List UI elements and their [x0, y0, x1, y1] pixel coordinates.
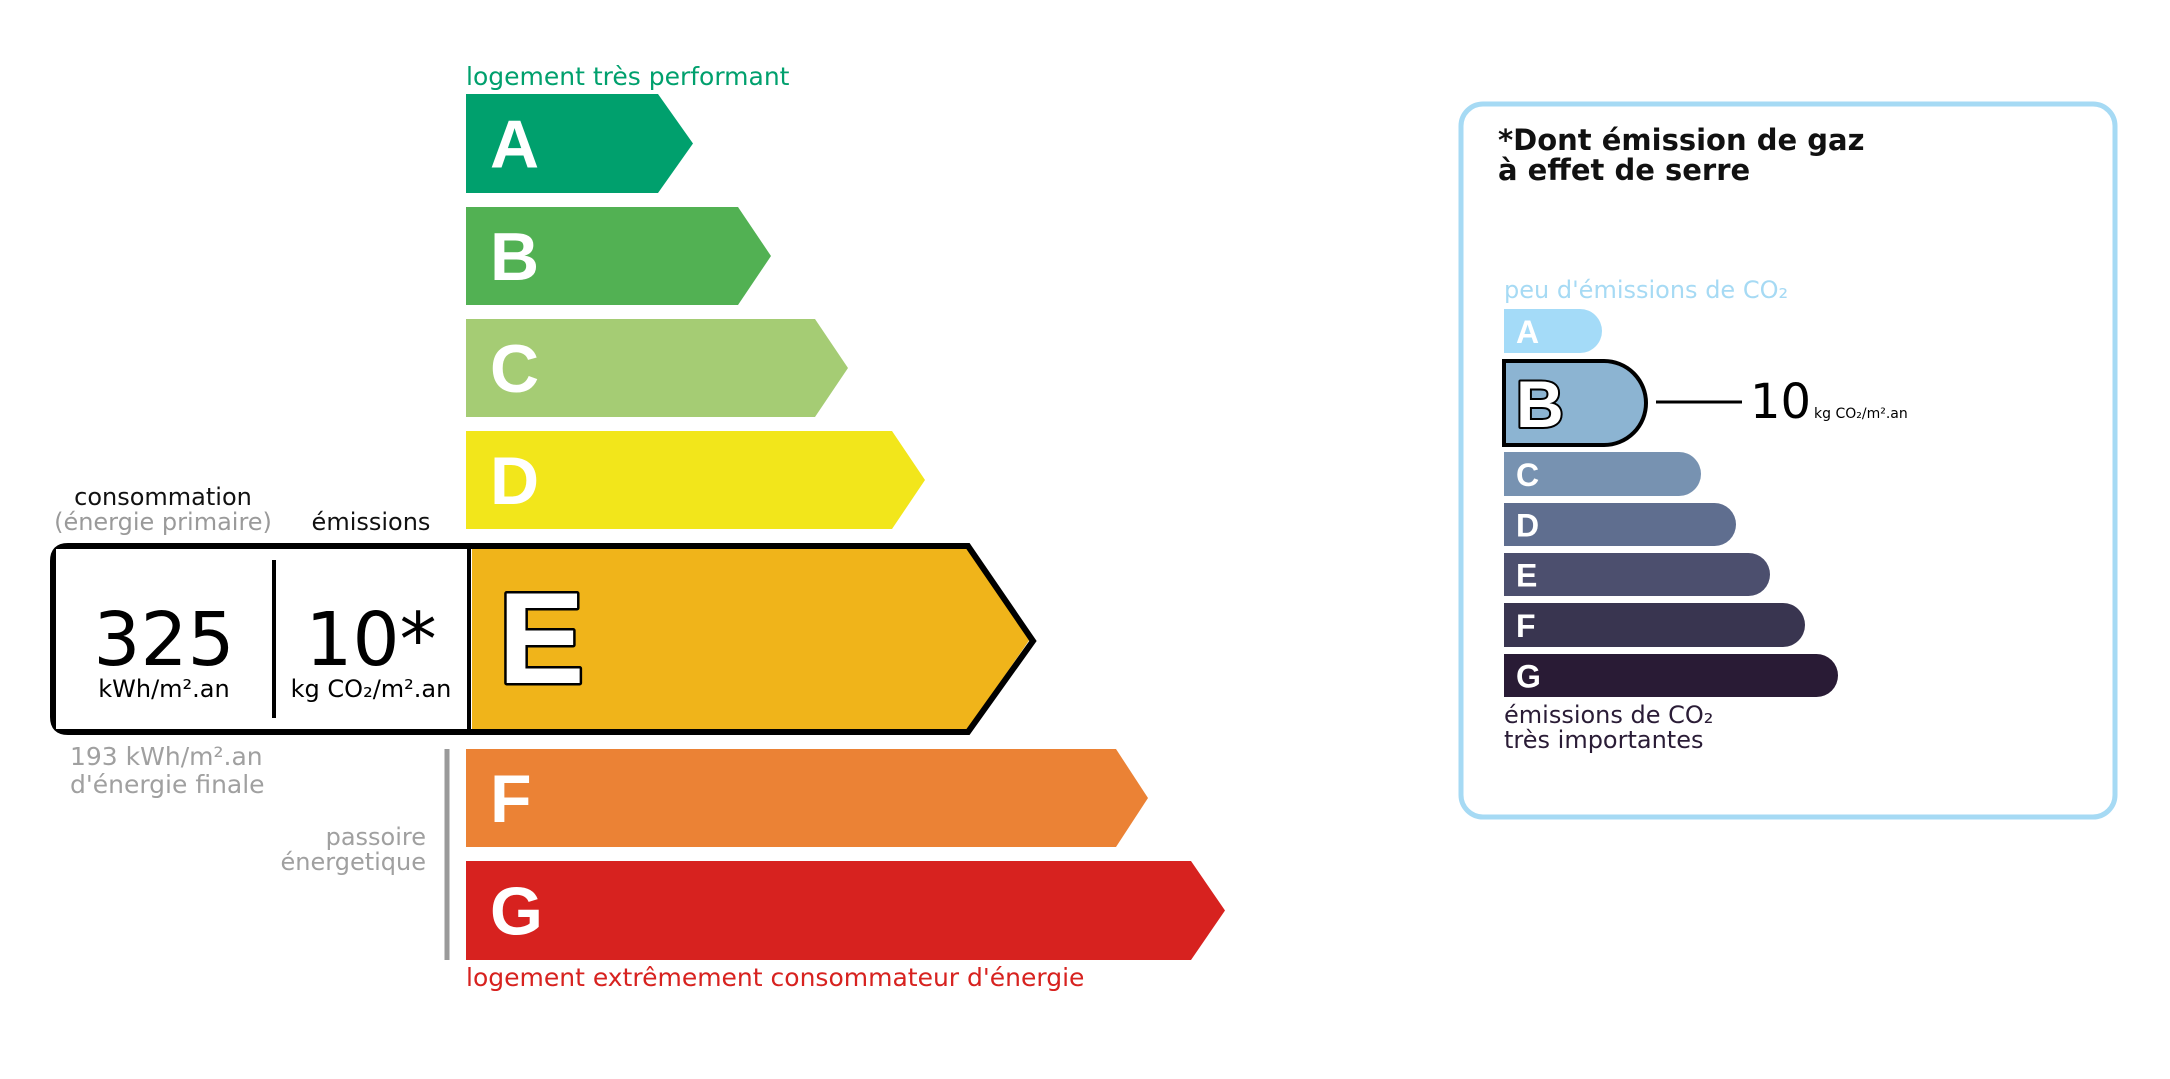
energy-bar-g [466, 861, 1225, 960]
ges-title-2: à effet de serre [1498, 153, 1750, 187]
final-energy-value: 193 kWh/m².an [70, 742, 263, 771]
energy-letter-e: E [498, 565, 585, 711]
consumption-sublabel: (énergie primaire) [54, 508, 272, 536]
current-class-frame [50, 543, 1037, 735]
energy-bar-c [466, 319, 848, 417]
energy-letter-f: F [490, 761, 532, 837]
consumption-label: consommation [74, 483, 252, 511]
energy-bottom-label: logement extrêmement consommateur d'éner… [466, 963, 1084, 992]
energy-bar-e [472, 549, 1030, 729]
ges-bottom-label-2: très importantes [1504, 726, 1704, 754]
ges-unit: kg CO₂/m².an [1814, 406, 1908, 422]
ges-bar-e [1504, 553, 1771, 596]
emissions-unit: kg CO₂/m².an [291, 675, 452, 703]
passoire-label-2: énergetique [281, 848, 426, 876]
values-panel [56, 549, 469, 729]
energy-letter-d: D [490, 443, 539, 519]
ges-letter-b: B [1516, 367, 1564, 441]
consumption-unit: kWh/m².an [98, 675, 229, 703]
ges-bottom-label-1: émissions de CO₂ [1504, 701, 1713, 729]
ges-top-label: peu d'émissions de CO₂ [1504, 276, 1788, 304]
ges-bar-f [1504, 603, 1805, 647]
ges-letter-d: D [1516, 508, 1539, 544]
ges-letter-c: C [1516, 457, 1539, 493]
emissions-value: 10* [305, 597, 436, 683]
ges-letter-e: E [1516, 558, 1537, 594]
ges-letter-f: F [1516, 608, 1536, 644]
energy-bar-d [466, 431, 925, 529]
energy-bar-a [466, 94, 693, 193]
energy-bar-f [466, 749, 1148, 847]
ges-value: 10 [1750, 374, 1811, 430]
ges-letter-a: A [1516, 314, 1539, 350]
consumption-value: 325 [93, 597, 234, 683]
energy-bar-b [466, 207, 771, 305]
ges-bar-g [1504, 654, 1838, 697]
energy-letter-a: A [490, 107, 539, 183]
ges-bar-a [1504, 309, 1602, 353]
final-energy-label: d'énergie finale [70, 770, 265, 799]
energy-letter-c: C [490, 331, 539, 407]
ges-title-1: *Dont émission de gaz [1498, 123, 1864, 157]
energy-letter-g: G [490, 874, 543, 950]
energy-top-label: logement très performant [466, 62, 790, 91]
ges-letter-g: G [1516, 659, 1541, 695]
ges-bar-c [1504, 452, 1701, 496]
ges-bar-b [1502, 359, 1648, 447]
passoire-label-1: passoire [326, 823, 426, 851]
energy-letter-b: B [490, 219, 539, 295]
emissions-label: émissions [312, 508, 431, 536]
ges-bar-d [1504, 503, 1736, 546]
